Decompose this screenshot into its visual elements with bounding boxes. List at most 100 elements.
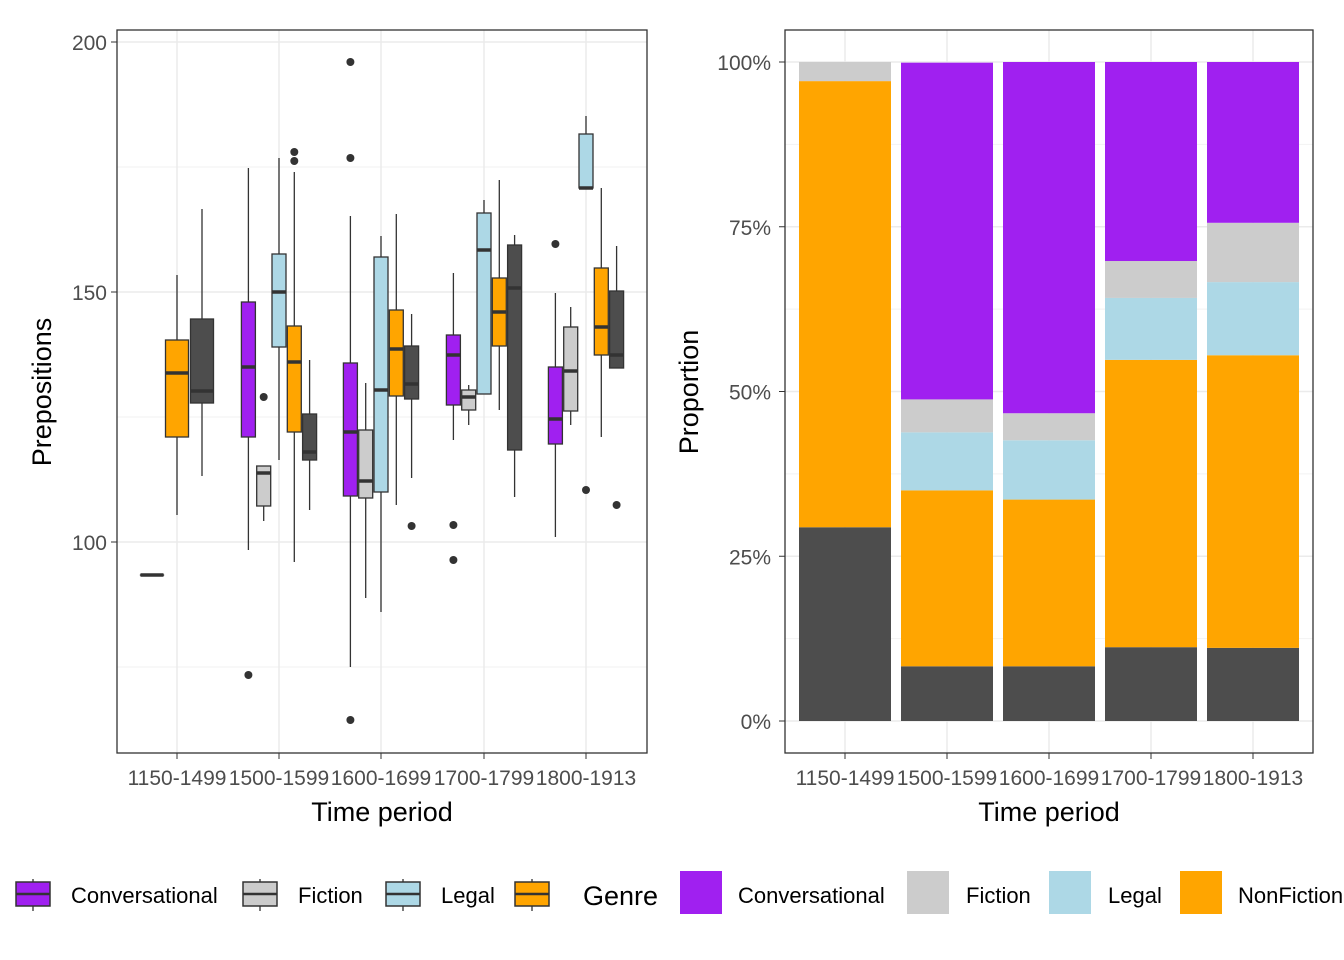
- x-tick-label: 1700-1799: [434, 767, 534, 790]
- y-axis-title: Proportion: [674, 330, 704, 455]
- legend-key-legal: [385, 879, 421, 911]
- legend-key-conversational: [680, 871, 722, 914]
- y-axis-title: Prepositions: [27, 318, 57, 467]
- box-fiction-1700-1799: [461, 385, 477, 425]
- legend-label: Fiction: [966, 883, 1031, 908]
- left-panel-border: [116, 29, 648, 754]
- box-fiction-1500-1599: [256, 393, 272, 521]
- box-conversational-1700-1799: [445, 273, 462, 564]
- legend-label: NonFiction: [1238, 883, 1343, 908]
- box-other-1150-1499: [189, 209, 215, 476]
- bar-nonfiction-1600-1699: [1003, 499, 1095, 667]
- y-tick-label: 75%: [729, 217, 771, 240]
- legend-key-legal: [1049, 871, 1091, 914]
- box-legal-1600-1699: [373, 236, 389, 612]
- box-body: [342, 362, 359, 497]
- box-other-1700-1799: [506, 235, 523, 497]
- box-conversational-1500-1599: [240, 168, 257, 679]
- outlier-point: [346, 716, 355, 724]
- box-conversational-1800-1913: [547, 240, 564, 537]
- outlier-point: [449, 556, 458, 564]
- box-body: [461, 389, 477, 411]
- bar-other-1700-1799: [1105, 647, 1197, 721]
- legend-label: Conversational: [738, 883, 885, 908]
- legend-label: Legal: [1108, 883, 1162, 908]
- box-body: [403, 345, 420, 400]
- box-body: [286, 325, 302, 433]
- outlier-point: [346, 58, 355, 66]
- box-other-1800-1913: [608, 246, 625, 509]
- outlier-point: [582, 486, 590, 494]
- box-body: [256, 465, 272, 507]
- outlier-point: [290, 148, 299, 156]
- outlier-point: [612, 501, 621, 509]
- y-tick-label: 100%: [717, 52, 771, 75]
- x-tick-label: 1800-1913: [1203, 767, 1303, 790]
- box-other-1500-1599: [301, 360, 318, 510]
- x-tick-label: 1500-1599: [229, 767, 329, 790]
- box-nonfiction-1600-1699: [388, 214, 404, 505]
- box-legal-1700-1799: [476, 200, 492, 395]
- box-body: [164, 339, 190, 438]
- bar-legal-1800-1913: [1207, 282, 1299, 356]
- x-tick-label: 1700-1799: [1101, 767, 1201, 790]
- x-tick-label: 1600-1699: [331, 767, 431, 790]
- x-axis-title: Time period: [311, 797, 453, 827]
- outlier-point: [290, 157, 299, 165]
- box-conversational-1600-1699: [342, 58, 359, 724]
- bar-conversational-1800-1913: [1207, 62, 1299, 223]
- bar-nonfiction-1500-1599: [901, 490, 993, 667]
- box-nonfiction-1150-1499: [164, 275, 190, 515]
- legend-key-conversational: [15, 879, 51, 911]
- box-body: [593, 267, 609, 356]
- y-tick-label: 200: [72, 32, 107, 55]
- y-tick-label: 100: [72, 532, 107, 555]
- y-tick-label: 0%: [741, 711, 771, 734]
- outlier-point: [449, 521, 458, 529]
- outlier-point: [346, 154, 355, 162]
- box-nonfiction-1800-1913: [593, 188, 609, 437]
- bar-fiction-1500-1599: [901, 399, 993, 433]
- box-body: [373, 256, 389, 493]
- bar-fiction-1800-1913: [1207, 222, 1299, 283]
- box-body: [240, 301, 257, 438]
- legend-key-fiction: [907, 871, 949, 914]
- x-tick-label: 1150-1499: [796, 767, 895, 790]
- outlier-point: [551, 240, 560, 248]
- bar-fiction-1150-1499: [799, 62, 891, 82]
- box-body: [608, 290, 625, 369]
- box-fiction-1600-1699: [358, 383, 374, 598]
- box-body: [358, 429, 374, 499]
- box-body: [476, 212, 492, 395]
- y-tick-label: 50%: [729, 382, 771, 405]
- box-legal-1800-1913: [578, 116, 594, 494]
- box-body: [301, 413, 318, 461]
- box-body: [445, 334, 462, 406]
- bar-other-1500-1599: [901, 666, 993, 721]
- x-tick-label: 1600-1699: [999, 767, 1099, 790]
- legend-label: Legal: [441, 883, 495, 908]
- bar-legal-1700-1799: [1105, 297, 1197, 360]
- legend-label: Conversational: [71, 883, 218, 908]
- box-legal-1500-1599: [271, 158, 287, 460]
- box-body: [189, 318, 215, 404]
- x-tick-label: 1800-1913: [536, 767, 636, 790]
- bar-fiction-1700-1799: [1105, 261, 1197, 298]
- bar-legal-1500-1599: [901, 432, 993, 491]
- box-nonfiction-1500-1599: [286, 148, 302, 562]
- box-body: [578, 133, 594, 189]
- outlier-point: [244, 671, 253, 679]
- y-tick-label: 150: [72, 282, 107, 305]
- x-tick-label: 1500-1599: [897, 767, 997, 790]
- x-axis-title: Time period: [978, 797, 1120, 827]
- bar-conversational-1600-1699: [1003, 62, 1095, 414]
- bar-conversational-1500-1599: [901, 62, 993, 400]
- outlier-point: [407, 522, 416, 530]
- box-fiction-1800-1913: [563, 307, 579, 425]
- box-other-1600-1699: [403, 314, 420, 530]
- bar-fiction-1600-1699: [1003, 413, 1095, 441]
- y-tick-label: 25%: [729, 546, 771, 569]
- bar-other-1600-1699: [1003, 666, 1095, 721]
- box-body: [506, 244, 523, 451]
